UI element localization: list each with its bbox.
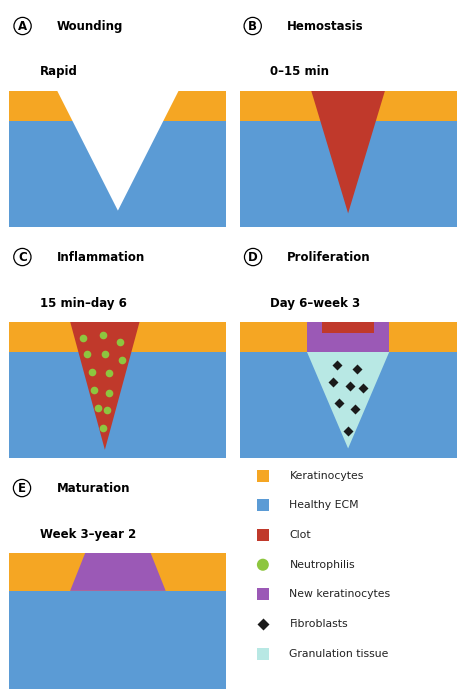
FancyBboxPatch shape: [240, 322, 457, 351]
Text: Day 6–week 3: Day 6–week 3: [270, 296, 360, 310]
Text: Hemostasis: Hemostasis: [288, 19, 364, 33]
Text: 0–15 min: 0–15 min: [270, 65, 329, 79]
Text: Neutrophilis: Neutrophilis: [289, 560, 355, 570]
Text: Proliferation: Proliferation: [288, 251, 371, 264]
FancyBboxPatch shape: [9, 90, 226, 227]
Text: Rapid: Rapid: [40, 65, 78, 79]
Text: Healthy ECM: Healthy ECM: [289, 500, 359, 510]
Text: C: C: [18, 251, 27, 264]
Polygon shape: [307, 351, 390, 448]
Polygon shape: [307, 322, 390, 351]
FancyBboxPatch shape: [257, 470, 269, 482]
FancyBboxPatch shape: [257, 529, 269, 541]
Text: A: A: [18, 19, 27, 33]
Text: Clot: Clot: [289, 530, 311, 540]
FancyBboxPatch shape: [257, 499, 269, 512]
Text: Granulation tissue: Granulation tissue: [289, 649, 389, 659]
Text: New keratinocytes: New keratinocytes: [289, 590, 391, 599]
FancyBboxPatch shape: [9, 553, 226, 689]
Text: Wounding: Wounding: [57, 19, 123, 33]
FancyBboxPatch shape: [240, 322, 457, 458]
Polygon shape: [70, 553, 166, 591]
FancyBboxPatch shape: [9, 322, 226, 458]
Circle shape: [257, 559, 269, 571]
Text: B: B: [248, 19, 257, 33]
Text: D: D: [248, 251, 258, 264]
Text: Maturation: Maturation: [57, 482, 130, 495]
Text: 15 min–day 6: 15 min–day 6: [40, 296, 127, 310]
Polygon shape: [70, 322, 140, 450]
FancyBboxPatch shape: [240, 90, 457, 120]
Polygon shape: [311, 90, 385, 214]
Text: Week 3–year 2: Week 3–year 2: [40, 528, 136, 541]
FancyBboxPatch shape: [257, 588, 269, 601]
FancyBboxPatch shape: [9, 90, 226, 120]
Polygon shape: [57, 90, 178, 211]
FancyBboxPatch shape: [9, 553, 226, 591]
FancyBboxPatch shape: [257, 648, 269, 660]
Text: E: E: [18, 482, 26, 495]
FancyBboxPatch shape: [240, 90, 457, 227]
Text: Inflammation: Inflammation: [57, 251, 145, 264]
Text: Fibroblasts: Fibroblasts: [289, 619, 348, 629]
FancyBboxPatch shape: [9, 322, 226, 351]
Polygon shape: [322, 322, 374, 333]
Text: Keratinocytes: Keratinocytes: [289, 470, 364, 481]
